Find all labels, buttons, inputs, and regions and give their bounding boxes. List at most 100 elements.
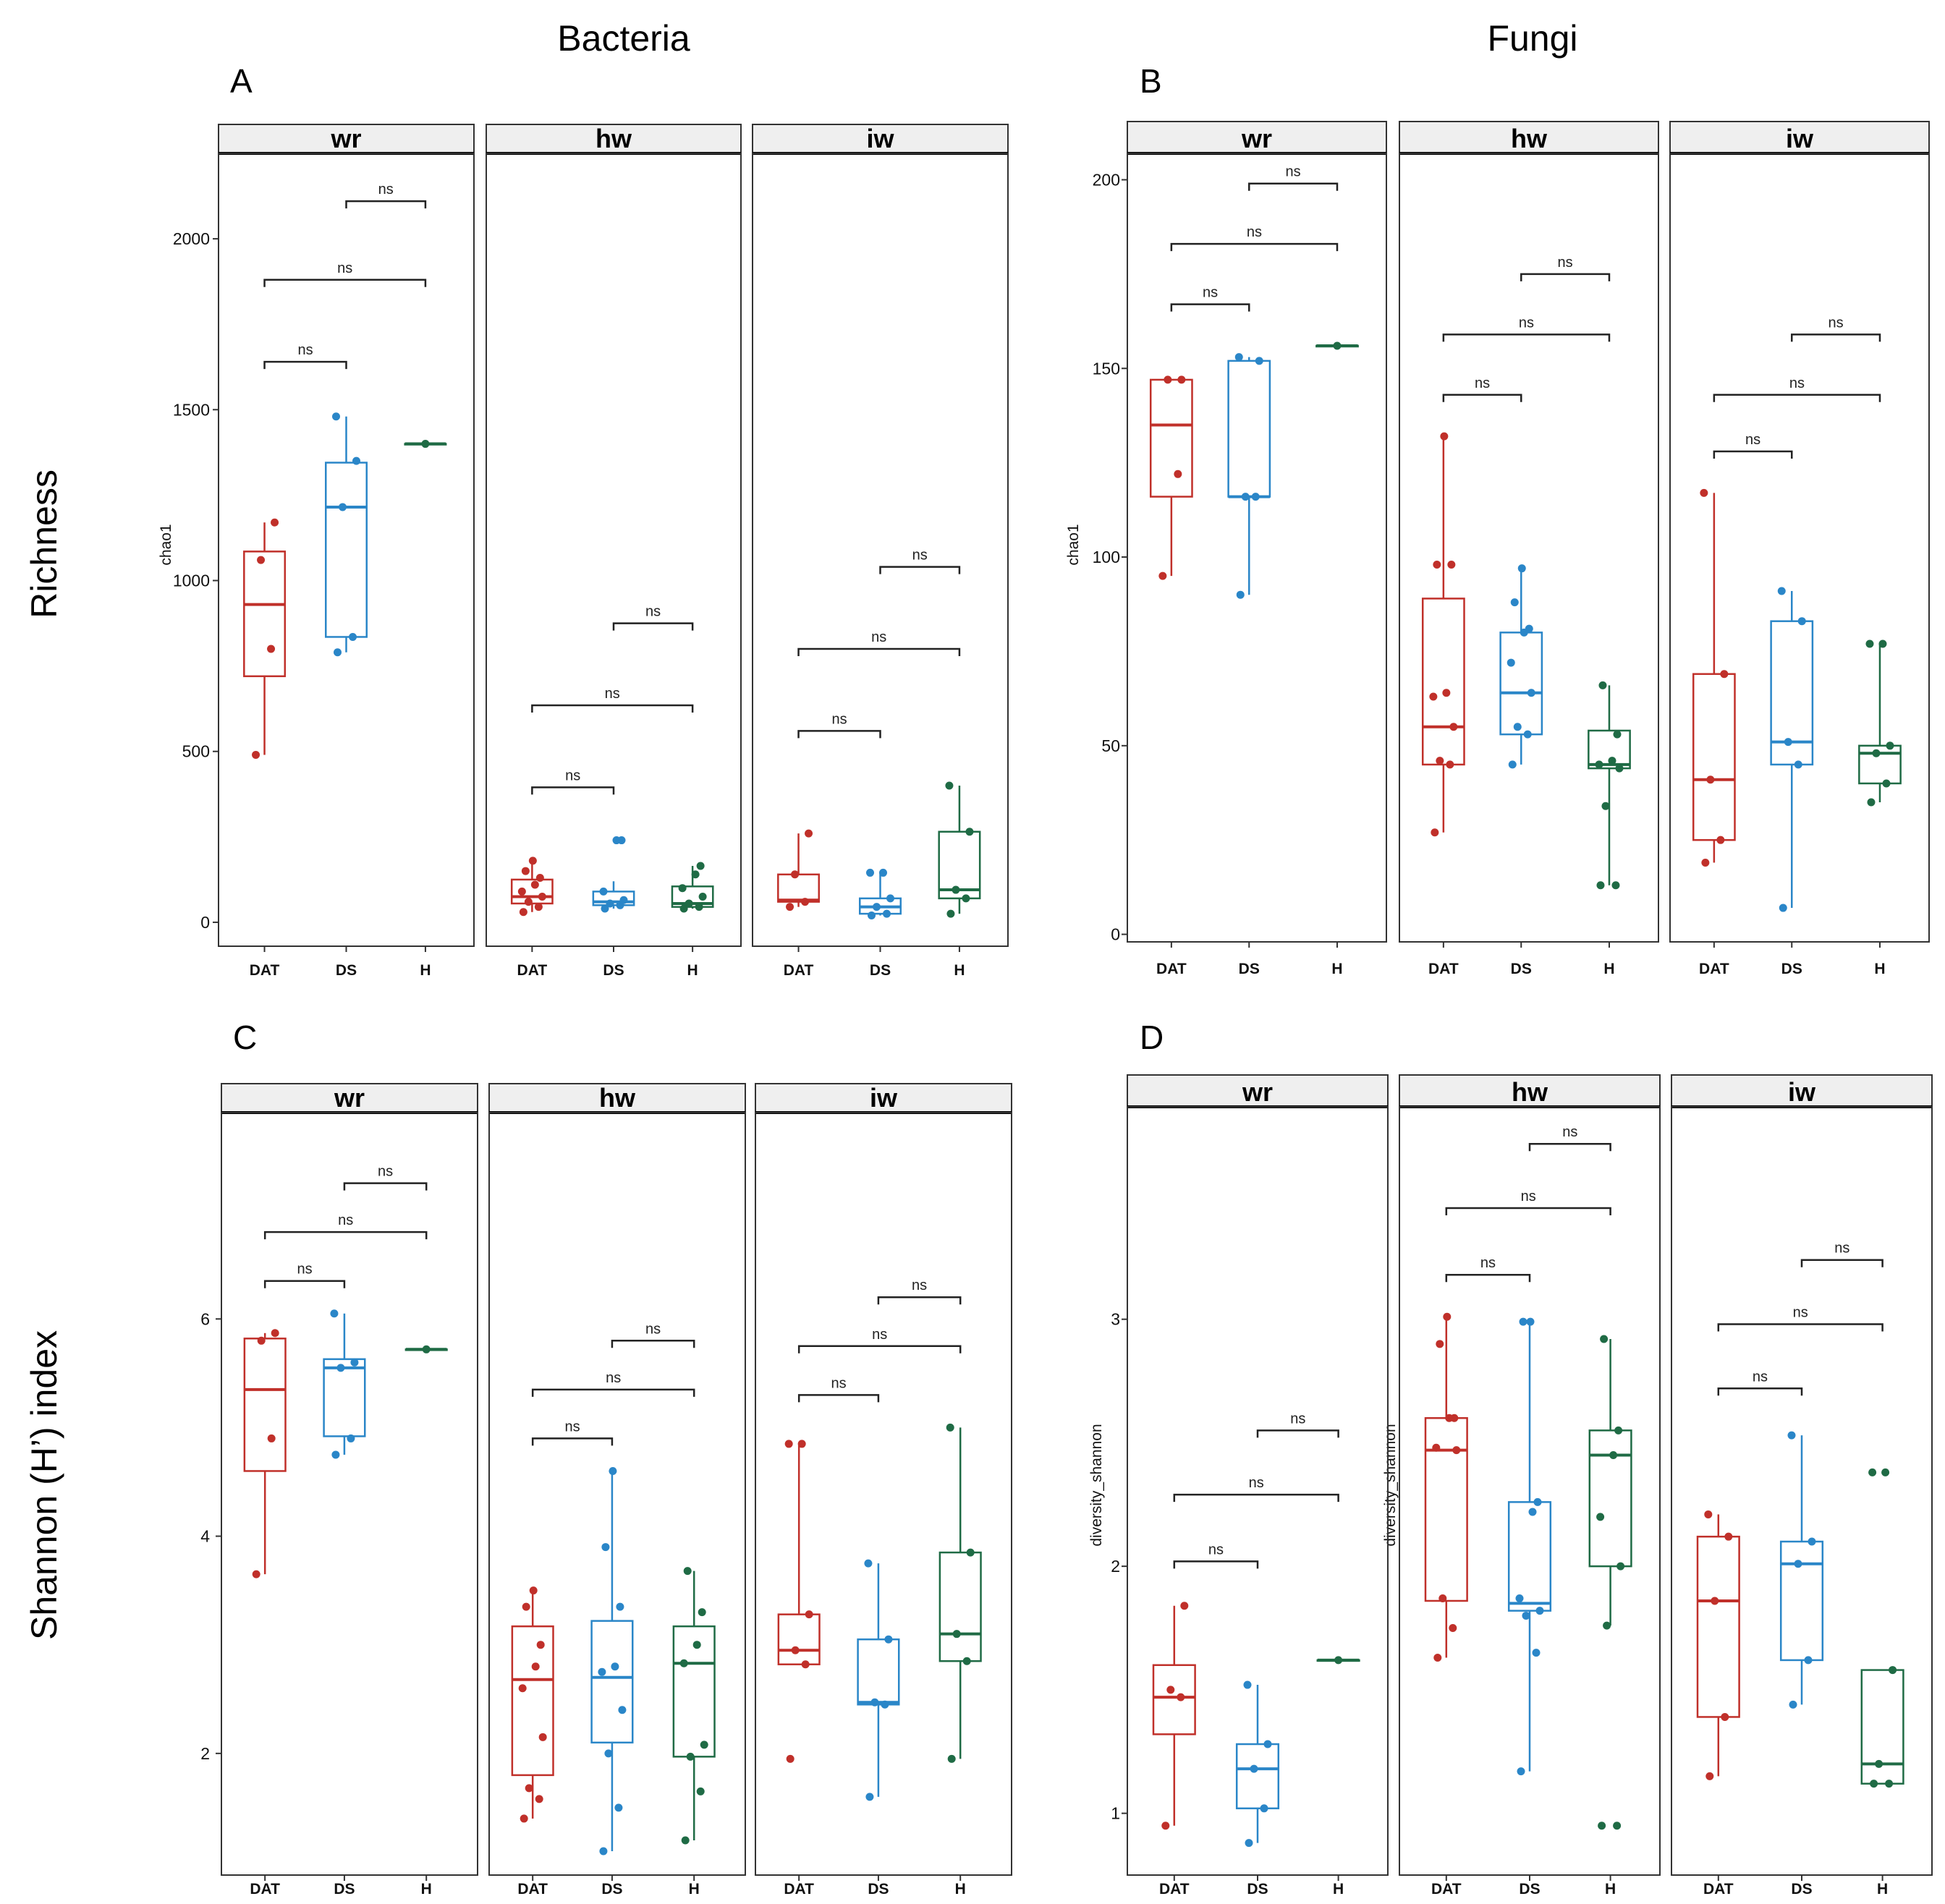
data-point [518, 1684, 527, 1693]
facet-panel-border [488, 1112, 746, 1876]
bracket-line [1173, 1493, 1339, 1503]
significance-label: ns [1745, 432, 1760, 448]
data-point [1804, 1656, 1813, 1665]
significance-label: ns [1290, 1411, 1305, 1427]
data-point [599, 1847, 608, 1856]
box-iqr [938, 830, 981, 900]
data-point [966, 1548, 975, 1557]
bracket-line [263, 279, 427, 287]
panel-letter: C [233, 1019, 257, 1056]
data-point [952, 1630, 961, 1639]
box-iqr [592, 891, 635, 906]
data-point [520, 1814, 528, 1823]
box-iqr [1152, 1664, 1196, 1735]
data-point [696, 1787, 705, 1795]
data-point [601, 1543, 610, 1552]
y-axis-label: chao1 [158, 524, 174, 565]
data-point [535, 1795, 543, 1803]
significance-bracket: ns [1445, 1189, 1611, 1216]
data-point [1867, 798, 1876, 807]
data-point [1595, 760, 1603, 769]
data-point [1513, 723, 1522, 731]
data-point [1519, 1317, 1527, 1326]
data-point [530, 880, 539, 889]
data-point [784, 1440, 793, 1448]
box-iqr [511, 1625, 554, 1777]
facet-strip [1127, 1074, 1389, 1108]
x-tick-label: H [1605, 1881, 1616, 1897]
facet-hw: hw DAT DS Hns ns ns [1399, 121, 1659, 977]
bracket-line [343, 1182, 428, 1191]
data-point [883, 909, 891, 918]
x-tick-label: H [1331, 961, 1342, 977]
data-point [538, 893, 546, 901]
y-tick-label: 1000 [173, 571, 210, 590]
data-point [1525, 624, 1533, 633]
box-h [1316, 1656, 1360, 1665]
data-point [609, 1466, 617, 1475]
panel-letter: B [1140, 62, 1162, 100]
significance-bracket: ns [1528, 1124, 1611, 1152]
bracket-line [531, 786, 615, 795]
significance-label: ns [378, 182, 394, 197]
box-iqr [1860, 1669, 1904, 1785]
data-point [791, 870, 800, 879]
data-point [1885, 1780, 1894, 1788]
data-point [1180, 1602, 1189, 1610]
data-point [1705, 1772, 1714, 1780]
y-tick-label: 0 [1111, 925, 1120, 944]
data-point [1596, 881, 1605, 890]
data-point [598, 1667, 606, 1676]
facet-strip [752, 124, 1009, 154]
data-point [347, 1434, 355, 1442]
data-point [865, 1793, 874, 1801]
data-point [947, 1754, 956, 1763]
facet-strip [1127, 121, 1387, 154]
facet-label: hw [1511, 124, 1548, 153]
data-point [535, 874, 544, 883]
data-point [538, 1733, 547, 1741]
data-point [421, 440, 430, 449]
bracket-line [1520, 273, 1611, 281]
facet-label: wr [334, 1083, 365, 1113]
data-point [1704, 1510, 1713, 1518]
significance-bracket: ns [1248, 164, 1339, 191]
box-ds [325, 412, 368, 657]
box-iqr [777, 873, 821, 903]
bracket-line [877, 1296, 962, 1305]
x-tick-label: DAT [784, 1881, 814, 1897]
data-point [339, 503, 347, 511]
bracket-line [612, 622, 694, 631]
facet-label: iw [1788, 1077, 1816, 1107]
data-point [691, 870, 700, 879]
data-point [1889, 1666, 1897, 1675]
data-point [1433, 560, 1441, 569]
significance-label: ns [1208, 1542, 1224, 1557]
y-tick-label: 150 [1093, 359, 1120, 378]
data-point [1442, 689, 1451, 697]
facet-label: iw [1786, 124, 1814, 153]
data-point [1255, 357, 1263, 365]
data-point [1789, 1700, 1797, 1709]
data-point [801, 898, 810, 906]
bracket-line [1445, 1273, 1531, 1283]
data-point [1787, 1431, 1796, 1440]
significance-bracket: ns [531, 1419, 614, 1446]
facet-panel-border [752, 153, 1009, 947]
significance-bracket: ns [263, 1212, 428, 1240]
x-tick-label: DS [1781, 961, 1802, 977]
data-point [1721, 1712, 1729, 1721]
facet-hw: hw DAT DS Hns ns ns [1399, 1074, 1661, 1897]
facet-panel-border [1669, 153, 1930, 943]
box-iqr [777, 1613, 821, 1665]
box-dat [1152, 1602, 1196, 1830]
x-tick-label: H [1333, 1881, 1344, 1897]
data-point [1515, 1594, 1524, 1603]
data-point [1596, 1513, 1605, 1521]
data-point [1608, 757, 1616, 765]
significance-label: ns [565, 768, 580, 783]
data-point [1449, 1624, 1457, 1633]
significance-bracket: ns [1520, 255, 1611, 281]
significance-bracket: ns [797, 711, 881, 739]
